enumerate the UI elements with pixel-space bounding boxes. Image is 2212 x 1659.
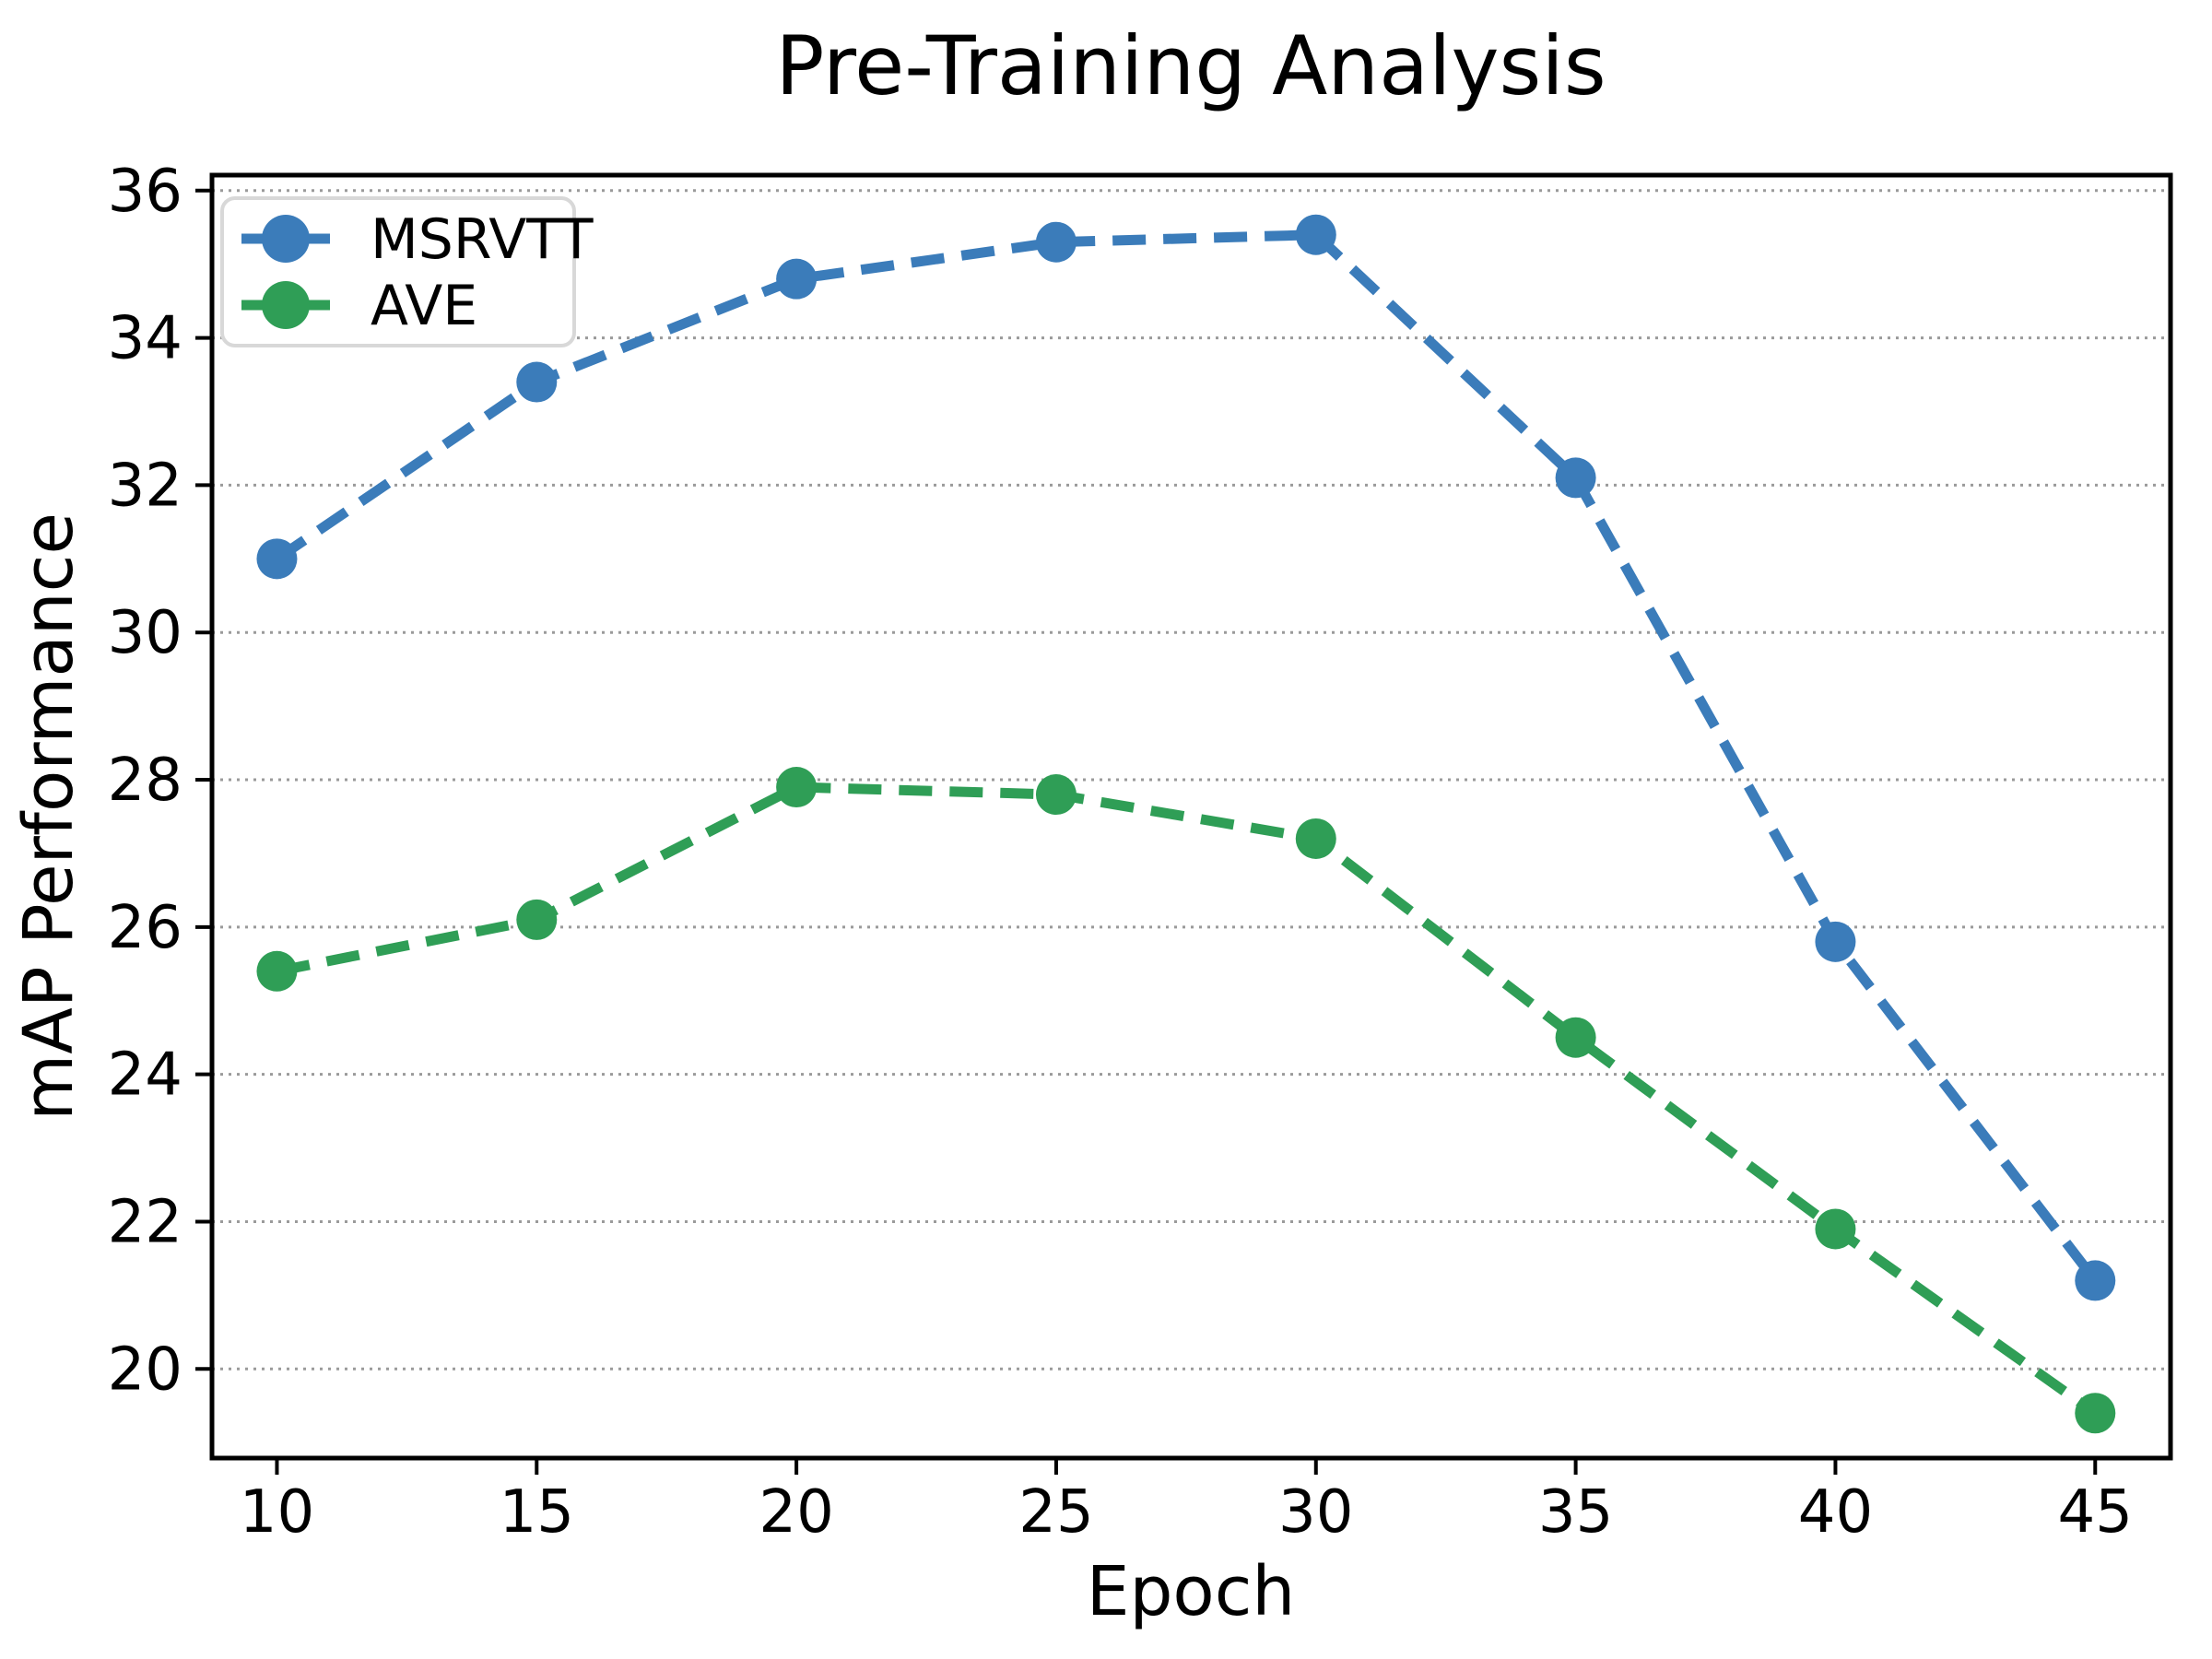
gridlines <box>212 189 2171 1371</box>
series-line-AVE <box>276 782 2099 1418</box>
x-tick-label-40: 40 <box>1798 1478 1873 1547</box>
legend-item-ave: AVE <box>241 274 477 338</box>
x-tick-label-15: 15 <box>500 1478 574 1547</box>
marker-MSRVTT-x40 <box>1815 921 1856 962</box>
y-tick-label-34: 34 <box>108 305 182 373</box>
marker-MSRVTT-x10 <box>256 538 298 580</box>
y-tick-label-24: 24 <box>108 1041 182 1110</box>
series-layer <box>256 214 2116 1434</box>
chart-title: Pre-Training Analysis <box>775 18 1606 113</box>
marker-MSRVTT-x20 <box>776 258 818 300</box>
marker-MSRVTT-x30 <box>1295 214 1336 255</box>
x-tick-label-10: 10 <box>240 1478 314 1547</box>
marker-AVE-x30 <box>1295 818 1336 859</box>
legend-marker-msrvtt <box>262 215 310 263</box>
marker-MSRVTT-x25 <box>1035 221 1077 263</box>
y-tick-label-28: 28 <box>108 747 182 815</box>
legend-marker-ave <box>262 281 310 329</box>
marker-AVE-x15 <box>516 899 558 940</box>
marker-AVE-x10 <box>256 950 298 992</box>
legend-label-ave: AVE <box>371 274 477 338</box>
x-tick-label-35: 35 <box>1538 1478 1613 1547</box>
legend-item-msrvtt: MSRVTT <box>241 207 594 272</box>
y-tick-label-20: 20 <box>108 1335 182 1404</box>
x-tick-label-20: 20 <box>759 1478 833 1547</box>
y-tick-label-32: 32 <box>108 452 182 520</box>
marker-AVE-x45 <box>2075 1393 2116 1434</box>
y-tick-label-36: 36 <box>108 158 182 226</box>
x-tick-label-30: 30 <box>1278 1478 1353 1547</box>
y-tick-label-30: 30 <box>108 599 182 667</box>
x-axis-label: Epoch <box>1087 1552 1296 1631</box>
marker-MSRVTT-x45 <box>2075 1260 2116 1301</box>
marker-AVE-x35 <box>1555 1017 1596 1058</box>
marker-AVE-x40 <box>1815 1208 1856 1250</box>
axis-ticks: 20 22 24 26 28 30 32 34 36 10 15 20 25 30 35 40 45 <box>108 158 2133 1547</box>
plot-border <box>209 172 2173 1461</box>
x-tick-label-45: 45 <box>2058 1478 2133 1547</box>
y-axis-label: mAP Performance <box>9 512 88 1121</box>
legend: MSRVTT AVE <box>220 196 594 347</box>
x-tick-label-25: 25 <box>1018 1478 1093 1547</box>
y-tick-label-26: 26 <box>108 894 182 962</box>
marker-AVE-x20 <box>776 767 818 808</box>
marker-AVE-x25 <box>1035 774 1077 816</box>
y-tick-label-22: 22 <box>108 1188 182 1256</box>
marker-MSRVTT-x35 <box>1555 457 1596 499</box>
legend-label-msrvtt: MSRVTT <box>371 207 594 272</box>
marker-MSRVTT-x15 <box>516 361 558 403</box>
series-line-MSRVTT <box>274 229 2100 1284</box>
